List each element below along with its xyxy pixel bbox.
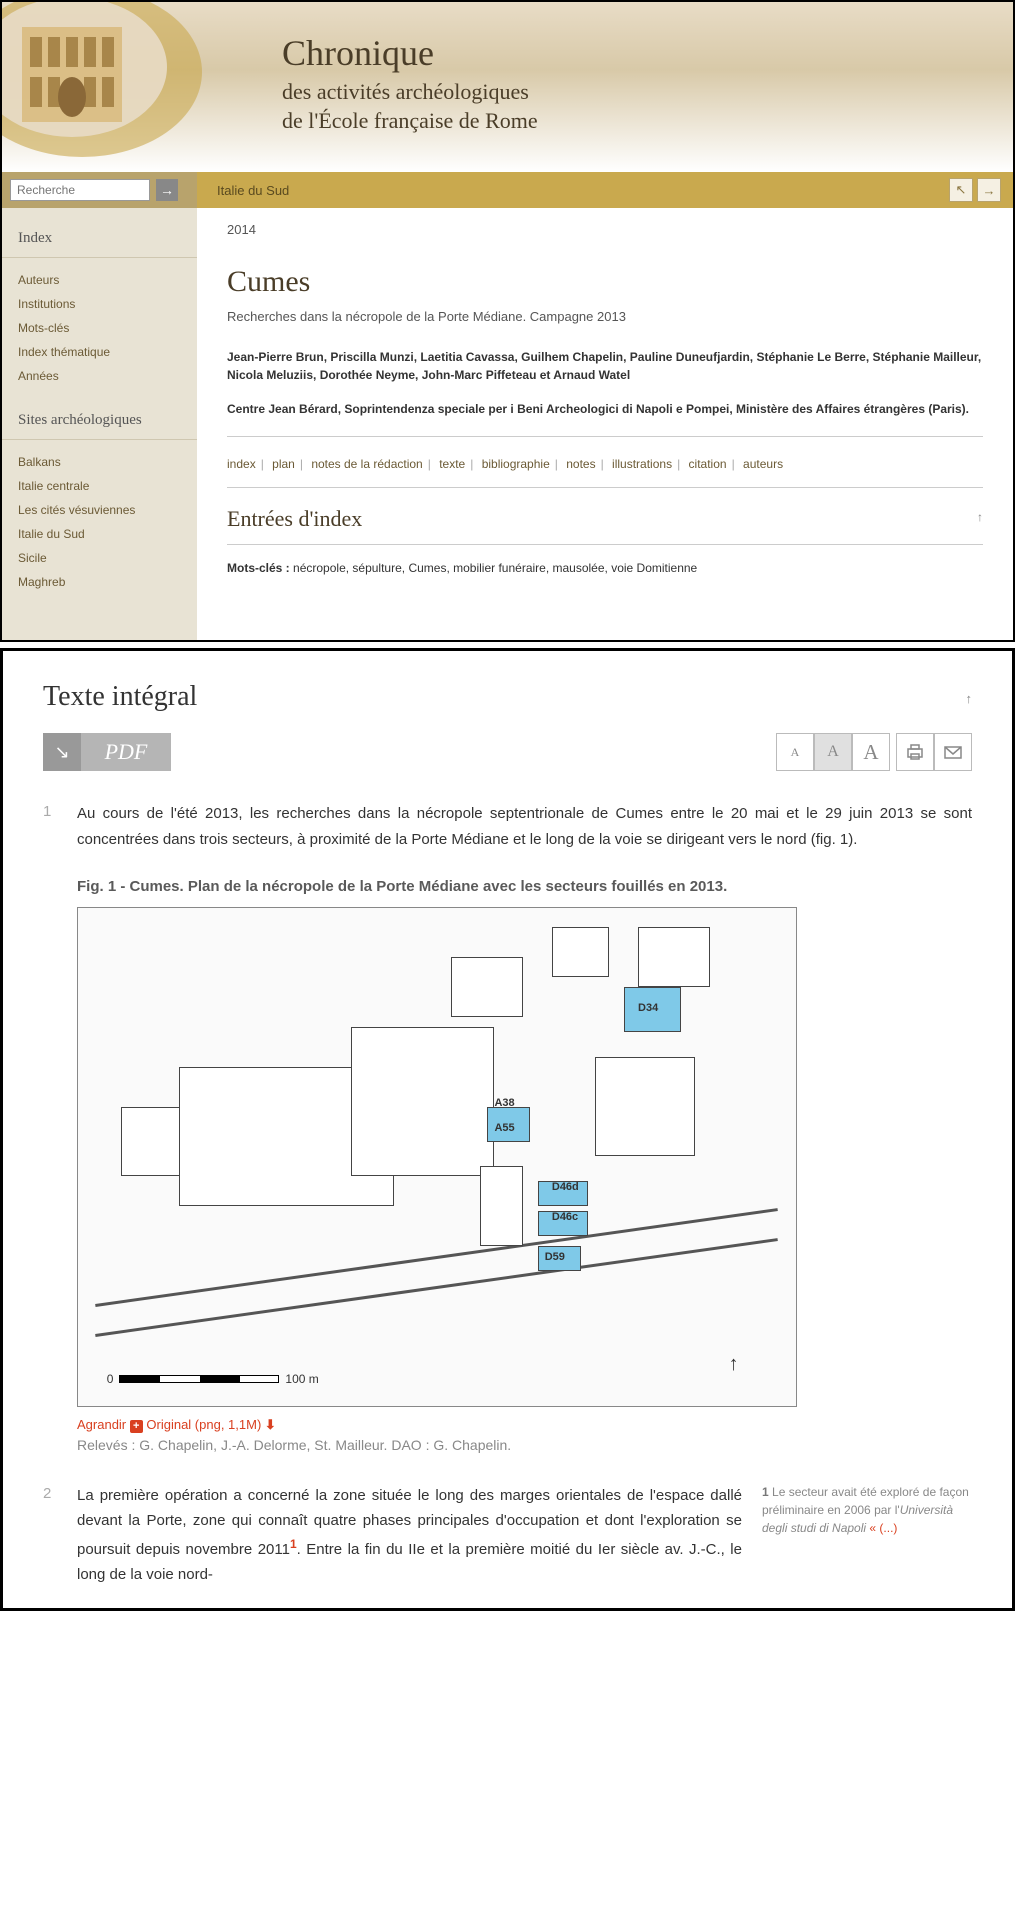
pdf-arrow-icon: ↘ [43, 733, 81, 771]
search-input[interactable] [10, 179, 150, 201]
para-number-1: 1 [43, 801, 77, 852]
logo-leaf [2, 2, 222, 172]
back-to-top-icon-2[interactable]: ↑ [966, 691, 973, 706]
article-institution: Centre Jean Bérard, Soprintendenza speci… [227, 400, 983, 437]
mots-cles-label: Mots-clés : [227, 561, 290, 575]
mots-cles-line: Mots-clés : nécropole, sépulture, Cumes,… [227, 545, 983, 578]
mots-cles-value: nécropole, sépulture, Cumes, mobilier fu… [293, 561, 697, 575]
figure-1-links: Agrandir + Original (png, 1,1M) ⬇ [77, 1417, 972, 1433]
north-arrow-icon: ↑ [729, 1353, 739, 1376]
map-label-a55: A55 [494, 1122, 514, 1134]
font-size-large-button[interactable]: A [852, 733, 890, 771]
entries-heading: Entrées d'index ↑ [227, 488, 983, 545]
email-icon [943, 742, 963, 762]
paragraph-1: Au cours de l'été 2013, les recherches d… [77, 801, 972, 852]
nav-link-plan[interactable]: plan [272, 457, 295, 471]
nav-link-index[interactable]: index [227, 457, 256, 471]
paragraph-2: La première opération a concerné la zone… [77, 1483, 742, 1588]
print-icon [905, 742, 925, 762]
entries-heading-text: Entrées d'index [227, 506, 362, 531]
map-label-d34: D34 [638, 1002, 658, 1014]
sidebar: Index Auteurs Institutions Mots-clés Ind… [2, 208, 197, 640]
sidebar-index-heading: Index [2, 222, 197, 258]
pdf-button[interactable]: ↘ PDF [43, 733, 171, 771]
figure-1-image[interactable]: D34 A38 A55 D46d D46c D59 0 100 m ↑ [77, 907, 797, 1407]
nav-link-bibliographie[interactable]: bibliographie [482, 457, 550, 471]
sidenote-1: 1 Le secteur avait été exploré de façon … [762, 1483, 972, 1588]
sidebar-item-institutions[interactable]: Institutions [2, 292, 197, 316]
article-authors: Jean-Pierre Brun, Priscilla Munzi, Laeti… [227, 348, 983, 384]
nav-up-button[interactable]: ↖ [949, 178, 973, 202]
search-area: → [2, 172, 197, 208]
email-button[interactable] [934, 733, 972, 771]
sidebar-item-balkans[interactable]: Balkans [2, 450, 197, 474]
figure-1-credit: Relevés : G. Chapelin, J.-A. Delorme, St… [77, 1437, 972, 1453]
nav-link-auteurs[interactable]: auteurs [743, 457, 783, 471]
print-button[interactable] [896, 733, 934, 771]
font-size-medium-button[interactable]: A [814, 733, 852, 771]
original-link[interactable]: Original (png, 1,1M) [146, 1417, 261, 1432]
map-label-d46c: D46c [552, 1211, 578, 1223]
sidebar-sites-list: Balkans Italie centrale Les cités vésuvi… [2, 440, 197, 610]
article-content: 2014 Cumes Recherches dans la nécropole … [197, 208, 1013, 640]
article-nav: index| plan| notes de la rédaction| text… [227, 457, 983, 488]
search-go-button[interactable]: → [156, 179, 178, 201]
article-subtitle: Recherches dans la nécropole de la Porte… [227, 309, 983, 324]
back-to-top-icon[interactable]: ↑ [977, 510, 983, 525]
para-number-2: 2 [43, 1483, 77, 1588]
map-label-d59: D59 [545, 1251, 565, 1263]
enlarge-plus-icon: + [130, 1420, 143, 1433]
figure-1-caption: Fig. 1 - Cumes. Plan de la nécropole de … [77, 876, 972, 899]
texte-integral-heading: Texte intégral [43, 681, 972, 713]
sidebar-item-annees[interactable]: Années [2, 364, 197, 388]
sidebar-index-list: Auteurs Institutions Mots-clés Index thé… [2, 258, 197, 404]
download-icon[interactable]: ⬇ [265, 1417, 276, 1432]
site-subtitle-2: de l'École française de Rome [282, 107, 538, 136]
enlarge-link[interactable]: Agrandir [77, 1417, 126, 1432]
sidenote-more-link[interactable]: « (...) [866, 1521, 897, 1535]
nav-next-button[interactable]: → [977, 178, 1001, 202]
sidebar-item-italie-centrale[interactable]: Italie centrale [2, 474, 197, 498]
scale-100: 100 m [285, 1372, 318, 1386]
article-title: Cumes [227, 265, 983, 299]
sidebar-item-mots-cles[interactable]: Mots-clés [2, 316, 197, 340]
nav-link-illustrations[interactable]: illustrations [612, 457, 672, 471]
nav-link-texte[interactable]: texte [439, 457, 465, 471]
header-banner: Chronique des activités archéologiques d… [2, 2, 1013, 172]
sidebar-sites-heading: Sites archéologiques [2, 404, 197, 440]
sidenote-number: 1 [762, 1485, 769, 1499]
sidebar-item-sicile[interactable]: Sicile [2, 546, 197, 570]
sidebar-item-maghreb[interactable]: Maghreb [2, 570, 197, 594]
scale-0: 0 [107, 1372, 114, 1386]
map-label-d46d: D46d [552, 1181, 579, 1193]
sidebar-item-index-thematique[interactable]: Index thématique [2, 340, 197, 364]
breadcrumb-bar: Italie du Sud ↖ → [197, 172, 1013, 208]
site-subtitle-1: des activités archéologiques [282, 78, 538, 107]
map-scale: 0 100 m [107, 1372, 319, 1386]
pdf-label: PDF [81, 733, 171, 771]
nav-link-notes-redaction[interactable]: notes de la rédaction [311, 457, 422, 471]
map-label-a38: A38 [494, 1097, 514, 1109]
nav-link-citation[interactable]: citation [689, 457, 727, 471]
footnote-ref-1[interactable]: 1 [290, 1537, 297, 1551]
sidebar-item-italie-sud[interactable]: Italie du Sud [2, 522, 197, 546]
font-size-small-button[interactable]: A [776, 733, 814, 771]
site-title: Chronique [282, 32, 538, 74]
sidebar-item-auteurs[interactable]: Auteurs [2, 268, 197, 292]
sidebar-item-cites-vesuviennes[interactable]: Les cités vésuviennes [2, 498, 197, 522]
breadcrumb-text: Italie du Sud [217, 183, 289, 198]
nav-link-notes[interactable]: notes [566, 457, 595, 471]
article-year: 2014 [227, 222, 983, 237]
